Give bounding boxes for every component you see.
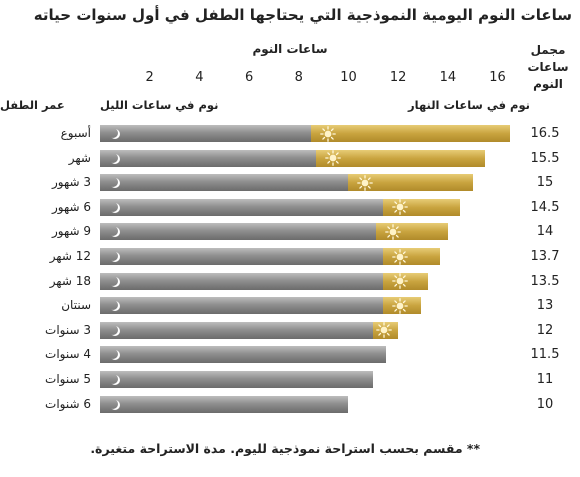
sun-icon	[392, 273, 409, 289]
x-tick-label: 2	[145, 70, 154, 85]
day-sleep-bar	[383, 248, 441, 265]
age-label: شهر	[68, 150, 91, 165]
age-label: 3 شهور	[51, 175, 91, 190]
age-label: 6 شنوات	[45, 396, 91, 411]
day-sleep-bar	[375, 223, 448, 241]
total-hours-value: 16.5	[530, 126, 560, 141]
moon-icon	[108, 128, 118, 138]
total-hours-value: 13.7	[530, 249, 560, 264]
night-sleep-bar	[100, 248, 384, 265]
total-hours-value: 13.5	[530, 273, 560, 289]
moon-icon	[108, 153, 118, 163]
day-sleep-header: نوم في ساعات النهار	[408, 98, 530, 112]
total-column-header: مجمل ساعات النوم	[527, 43, 569, 91]
night-sleep-header: نوم في ساعات الليل	[100, 98, 219, 112]
total-hours-value: 13	[536, 298, 554, 314]
night-sleep-bar	[100, 371, 374, 388]
x-tick-label: 12	[389, 70, 407, 85]
moon-icon	[108, 399, 118, 409]
night-sleep-bar	[100, 297, 384, 315]
x-tick-label: 16	[489, 70, 506, 85]
total-hours-value: 12	[536, 322, 554, 338]
day-sleep-bar	[348, 174, 473, 192]
footnote: ** مقسم بحسب استراحة نموذجية لليوم. مدة …	[90, 441, 480, 456]
total-hours-value: 15	[536, 175, 554, 191]
age-label: أسبوع	[60, 126, 91, 140]
total-hours-value: 14	[536, 224, 554, 240]
age-label: 12 شهر	[49, 249, 91, 263]
total-hours-value: 11.5	[530, 347, 560, 363]
moon-icon	[108, 325, 118, 335]
sun-icon	[320, 125, 337, 142]
night-sleep-bar	[100, 174, 349, 192]
x-axis-title: ساعات النوم	[252, 42, 328, 56]
moon-icon	[108, 374, 118, 384]
total-hours-value: 14.5	[530, 199, 560, 215]
x-tick-label: 14	[439, 70, 457, 85]
chart-title: ساعات النوم اليومية النموذجية التي يحتاج…	[33, 6, 572, 24]
age-label: 5 سنوات	[45, 372, 91, 386]
total-hours-value: 11	[536, 372, 554, 387]
night-sleep-bar	[100, 125, 312, 142]
sun-icon	[376, 322, 393, 339]
age-label: 9 شهور	[51, 224, 91, 239]
age-label: 6 شهور	[51, 199, 91, 214]
night-sleep-bar	[100, 346, 386, 364]
age-label: 3 سنوات	[45, 322, 91, 337]
age-column-header: عمر الطفل	[0, 98, 65, 112]
moon-icon	[108, 276, 118, 286]
sun-icon	[384, 224, 401, 240]
sun-icon	[392, 297, 409, 314]
total-hours-value: 10	[536, 396, 554, 412]
night-sleep-bar	[100, 198, 384, 216]
moon-icon	[108, 251, 118, 261]
night-sleep-bar	[100, 395, 349, 413]
x-tick-label: 4	[195, 70, 204, 85]
night-sleep-bar	[100, 223, 376, 241]
day-sleep-bar	[316, 149, 486, 167]
age-label: 4 سنوات	[45, 347, 91, 362]
x-tick-label: 10	[340, 70, 357, 85]
sun-icon	[357, 174, 374, 191]
day-sleep-bar	[383, 198, 461, 216]
age-label: 18 شهر	[49, 273, 91, 288]
sun-icon	[392, 199, 409, 216]
total-hours-value: 15.5	[530, 150, 560, 166]
night-sleep-bar	[100, 149, 317, 167]
night-sleep-bar	[100, 321, 374, 339]
x-tick-label: 6	[244, 70, 254, 85]
moon-icon	[108, 202, 118, 212]
age-label: سنتان	[61, 298, 91, 313]
x-tick-label: 8	[294, 70, 303, 85]
day-sleep-bar	[311, 125, 510, 142]
sun-icon	[392, 248, 409, 265]
night-sleep-bar	[100, 272, 384, 290]
sun-icon	[325, 150, 342, 166]
